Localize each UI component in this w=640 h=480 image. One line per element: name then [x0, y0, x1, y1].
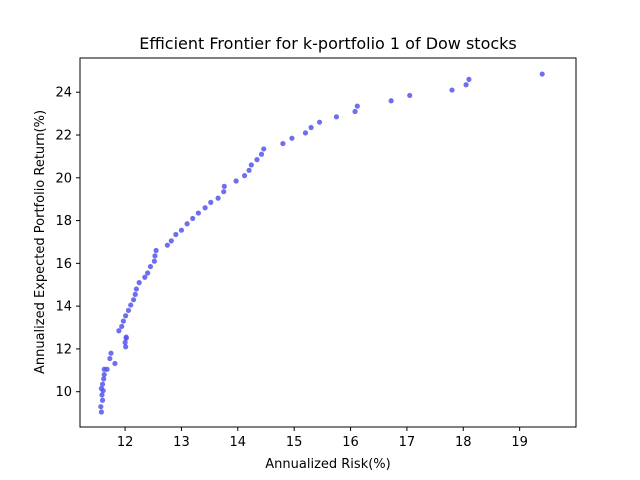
data-point: [302, 130, 309, 136]
data-point: [233, 178, 239, 184]
data-point: [125, 307, 132, 314]
x-axis: 12 13 14 15 16 17 18 19: [117, 427, 528, 450]
data-point: [112, 360, 118, 367]
data-point: [241, 173, 248, 179]
data-point: [254, 157, 260, 163]
data-point: [215, 195, 221, 201]
chart-title: Efficient Frontier for k-portfolio 1 of …: [139, 34, 517, 53]
y-tick-label: 22: [55, 129, 72, 144]
data-point: [123, 334, 129, 340]
data-point: [221, 183, 227, 189]
data-point: [184, 221, 190, 227]
x-tick-label: 12: [117, 435, 134, 450]
data-point: [463, 82, 469, 88]
y-tick-label: 10: [55, 385, 72, 400]
data-point: [466, 76, 472, 82]
data-point: [308, 124, 314, 131]
data-point: [128, 302, 134, 308]
y-tick-label: 16: [55, 257, 72, 272]
data-point: [142, 274, 148, 280]
data-point: [168, 238, 174, 244]
data-point: [98, 385, 105, 392]
data-point: [101, 376, 107, 382]
data-point: [98, 409, 105, 415]
data-point: [99, 381, 106, 387]
data-point: [202, 205, 208, 211]
data-point: [316, 119, 323, 125]
y-tick-label: 18: [55, 214, 72, 229]
data-point: [116, 328, 122, 334]
data-point: [123, 344, 129, 350]
data-point: [195, 210, 201, 216]
data-point: [208, 199, 214, 205]
data-point: [153, 247, 159, 254]
data-point: [407, 92, 413, 99]
data-point: [119, 323, 125, 330]
data-point: [539, 71, 545, 77]
x-tick-label: 14: [230, 435, 247, 450]
data-point: [248, 162, 254, 168]
data-point: [108, 350, 114, 356]
plot-frame: [79, 57, 577, 428]
x-tick-label: 19: [511, 435, 528, 450]
data-point: [147, 263, 154, 270]
x-axis-label: Annualized Risk(%): [265, 457, 390, 472]
y-tick-label: 24: [55, 86, 72, 101]
data-point: [246, 167, 252, 173]
data-point: [136, 280, 142, 286]
y-tick-label: 14: [55, 300, 72, 315]
data-point: [107, 355, 113, 362]
x-tick-label: 17: [399, 435, 416, 450]
data-point: [133, 286, 139, 292]
data-point: [99, 397, 106, 403]
data-point: [258, 151, 265, 157]
data-point: [289, 135, 295, 141]
data-point: [352, 108, 358, 115]
data-point: [120, 318, 126, 324]
y-axis: 10 12 14 16 18 20 22 24: [55, 86, 80, 400]
data-point: [280, 140, 286, 147]
y-axis-label: Annualized Expected Portfolio Return(%): [33, 110, 48, 374]
data-point: [190, 215, 196, 222]
data-points: [98, 71, 545, 415]
data-point: [173, 231, 179, 238]
y-tick-label: 12: [55, 342, 72, 357]
y-tick-label: 20: [55, 171, 72, 186]
data-point: [388, 98, 394, 104]
x-tick-label: 18: [455, 435, 472, 450]
data-point: [130, 297, 137, 303]
data-point: [101, 371, 107, 378]
data-point: [98, 404, 104, 410]
x-tick-label: 13: [173, 435, 190, 450]
data-point: [261, 146, 267, 152]
data-point: [221, 189, 227, 195]
data-point: [123, 313, 129, 319]
data-point: [104, 366, 110, 372]
data-point: [333, 114, 340, 120]
data-point: [151, 258, 157, 264]
data-point: [449, 87, 455, 93]
data-point: [145, 270, 151, 276]
data-point: [152, 253, 158, 259]
x-tick-label: 15: [286, 435, 303, 450]
data-point: [164, 242, 170, 248]
data-point: [178, 227, 185, 233]
data-point: [132, 291, 138, 297]
data-point: [122, 339, 128, 346]
data-point: [354, 103, 360, 109]
x-tick-label: 16: [342, 435, 359, 450]
data-point: [99, 392, 105, 398]
